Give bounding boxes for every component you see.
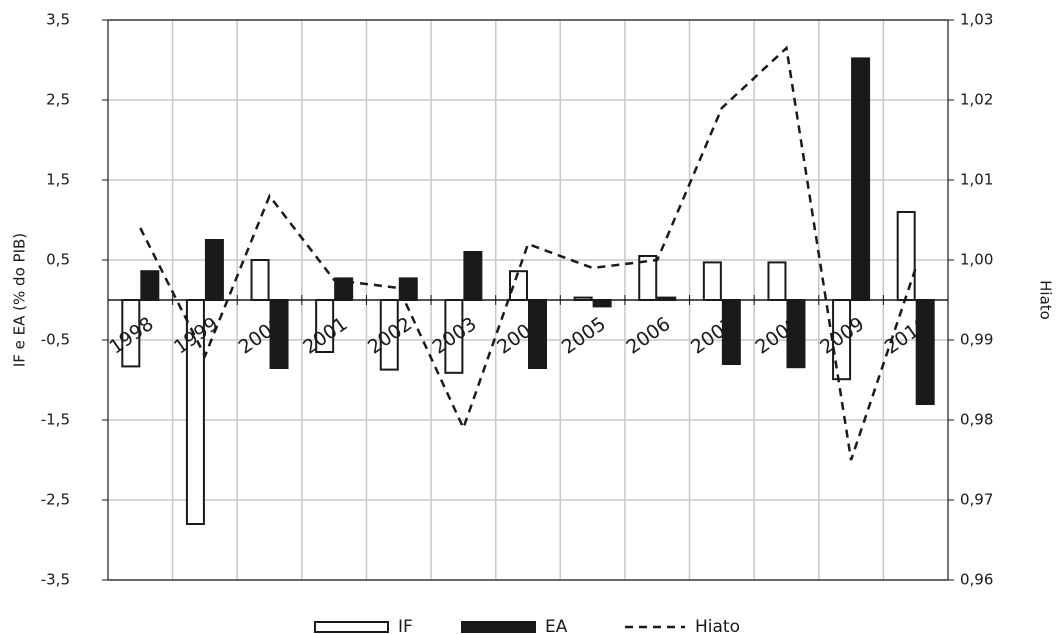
y-tick-label: -0,5: [41, 331, 70, 349]
legend-label: IF: [398, 617, 413, 634]
y2-tick-label: 1,01: [960, 171, 993, 189]
y2-tick-label: 0,99: [960, 331, 993, 349]
y-tick-label: 3,5: [46, 11, 70, 29]
bar: [204, 239, 224, 301]
y-tick-label: 1,5: [46, 171, 70, 189]
bar: [592, 299, 612, 308]
legend-label: EA: [545, 617, 568, 634]
y2-tick-label: 1,02: [960, 91, 993, 109]
bar: [463, 251, 483, 301]
y-axis-title: IF e EA (% do PIB): [11, 233, 29, 367]
y2-tick-label: 0,98: [960, 411, 993, 429]
legend-swatch: [314, 621, 389, 633]
y-tick-label: -2,5: [41, 491, 70, 509]
bar: [896, 211, 916, 301]
bar: [250, 259, 270, 301]
y-tick-label: 0,5: [46, 251, 70, 269]
bar: [140, 270, 160, 302]
y-tick-label: 2,5: [46, 91, 70, 109]
bar: [851, 57, 871, 302]
x-tick-label: 2005: [558, 313, 610, 359]
y2-tick-label: 1,03: [960, 11, 993, 29]
x-tick-label: 2006: [622, 313, 674, 359]
legend-swatch: [461, 621, 536, 633]
bar: [702, 261, 722, 301]
y2-tick-label: 0,97: [960, 491, 993, 509]
y2-axis-title: Hiato: [1037, 280, 1055, 320]
y2-tick-label: 0,96: [960, 571, 993, 589]
bar: [767, 261, 787, 301]
y-tick-label: -1,5: [41, 411, 70, 429]
line-series: [139, 45, 917, 461]
legend-label: Hiato: [695, 617, 740, 634]
y2-tick-label: 1,00: [960, 251, 993, 269]
y-tick-label: -3,5: [41, 571, 70, 589]
